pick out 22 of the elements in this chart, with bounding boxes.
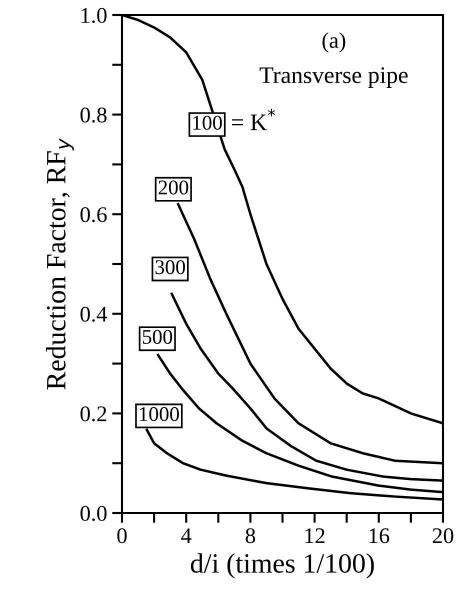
- y-tick-label: 0.6: [80, 207, 107, 222]
- series-label: 100: [193, 116, 222, 130]
- y-tick-label: 0.4: [80, 306, 108, 322]
- y-tick-label: 0.0: [80, 506, 107, 522]
- y-axis-title: Reduction Factor, RF$_{y}$: [46, 138, 74, 390]
- annotation: = K$^{*}$: [232, 108, 276, 130]
- x-axis-title: d/i (times 1/100): [190, 553, 374, 578]
- series-label: 500: [142, 330, 172, 344]
- series-label: 1000: [140, 407, 179, 422]
- series-label: 200: [158, 180, 188, 195]
- x-tick-label: 20: [432, 528, 454, 544]
- annotation: Transverse pipe: [260, 67, 408, 88]
- x-tick-label: 8: [246, 528, 256, 544]
- annotation: (a): [322, 32, 346, 52]
- x-tick-label: 0: [117, 528, 127, 544]
- x-tick-label: 4: [181, 528, 192, 544]
- y-tick-label: 0.8: [80, 108, 107, 123]
- series-label: 300: [156, 260, 185, 274]
- y-tick-label: 1.0: [82, 8, 107, 24]
- x-tick-label: 16: [370, 528, 390, 544]
- x-tick-label: 12: [305, 528, 324, 544]
- y-tick-label: 0.2: [80, 406, 106, 422]
